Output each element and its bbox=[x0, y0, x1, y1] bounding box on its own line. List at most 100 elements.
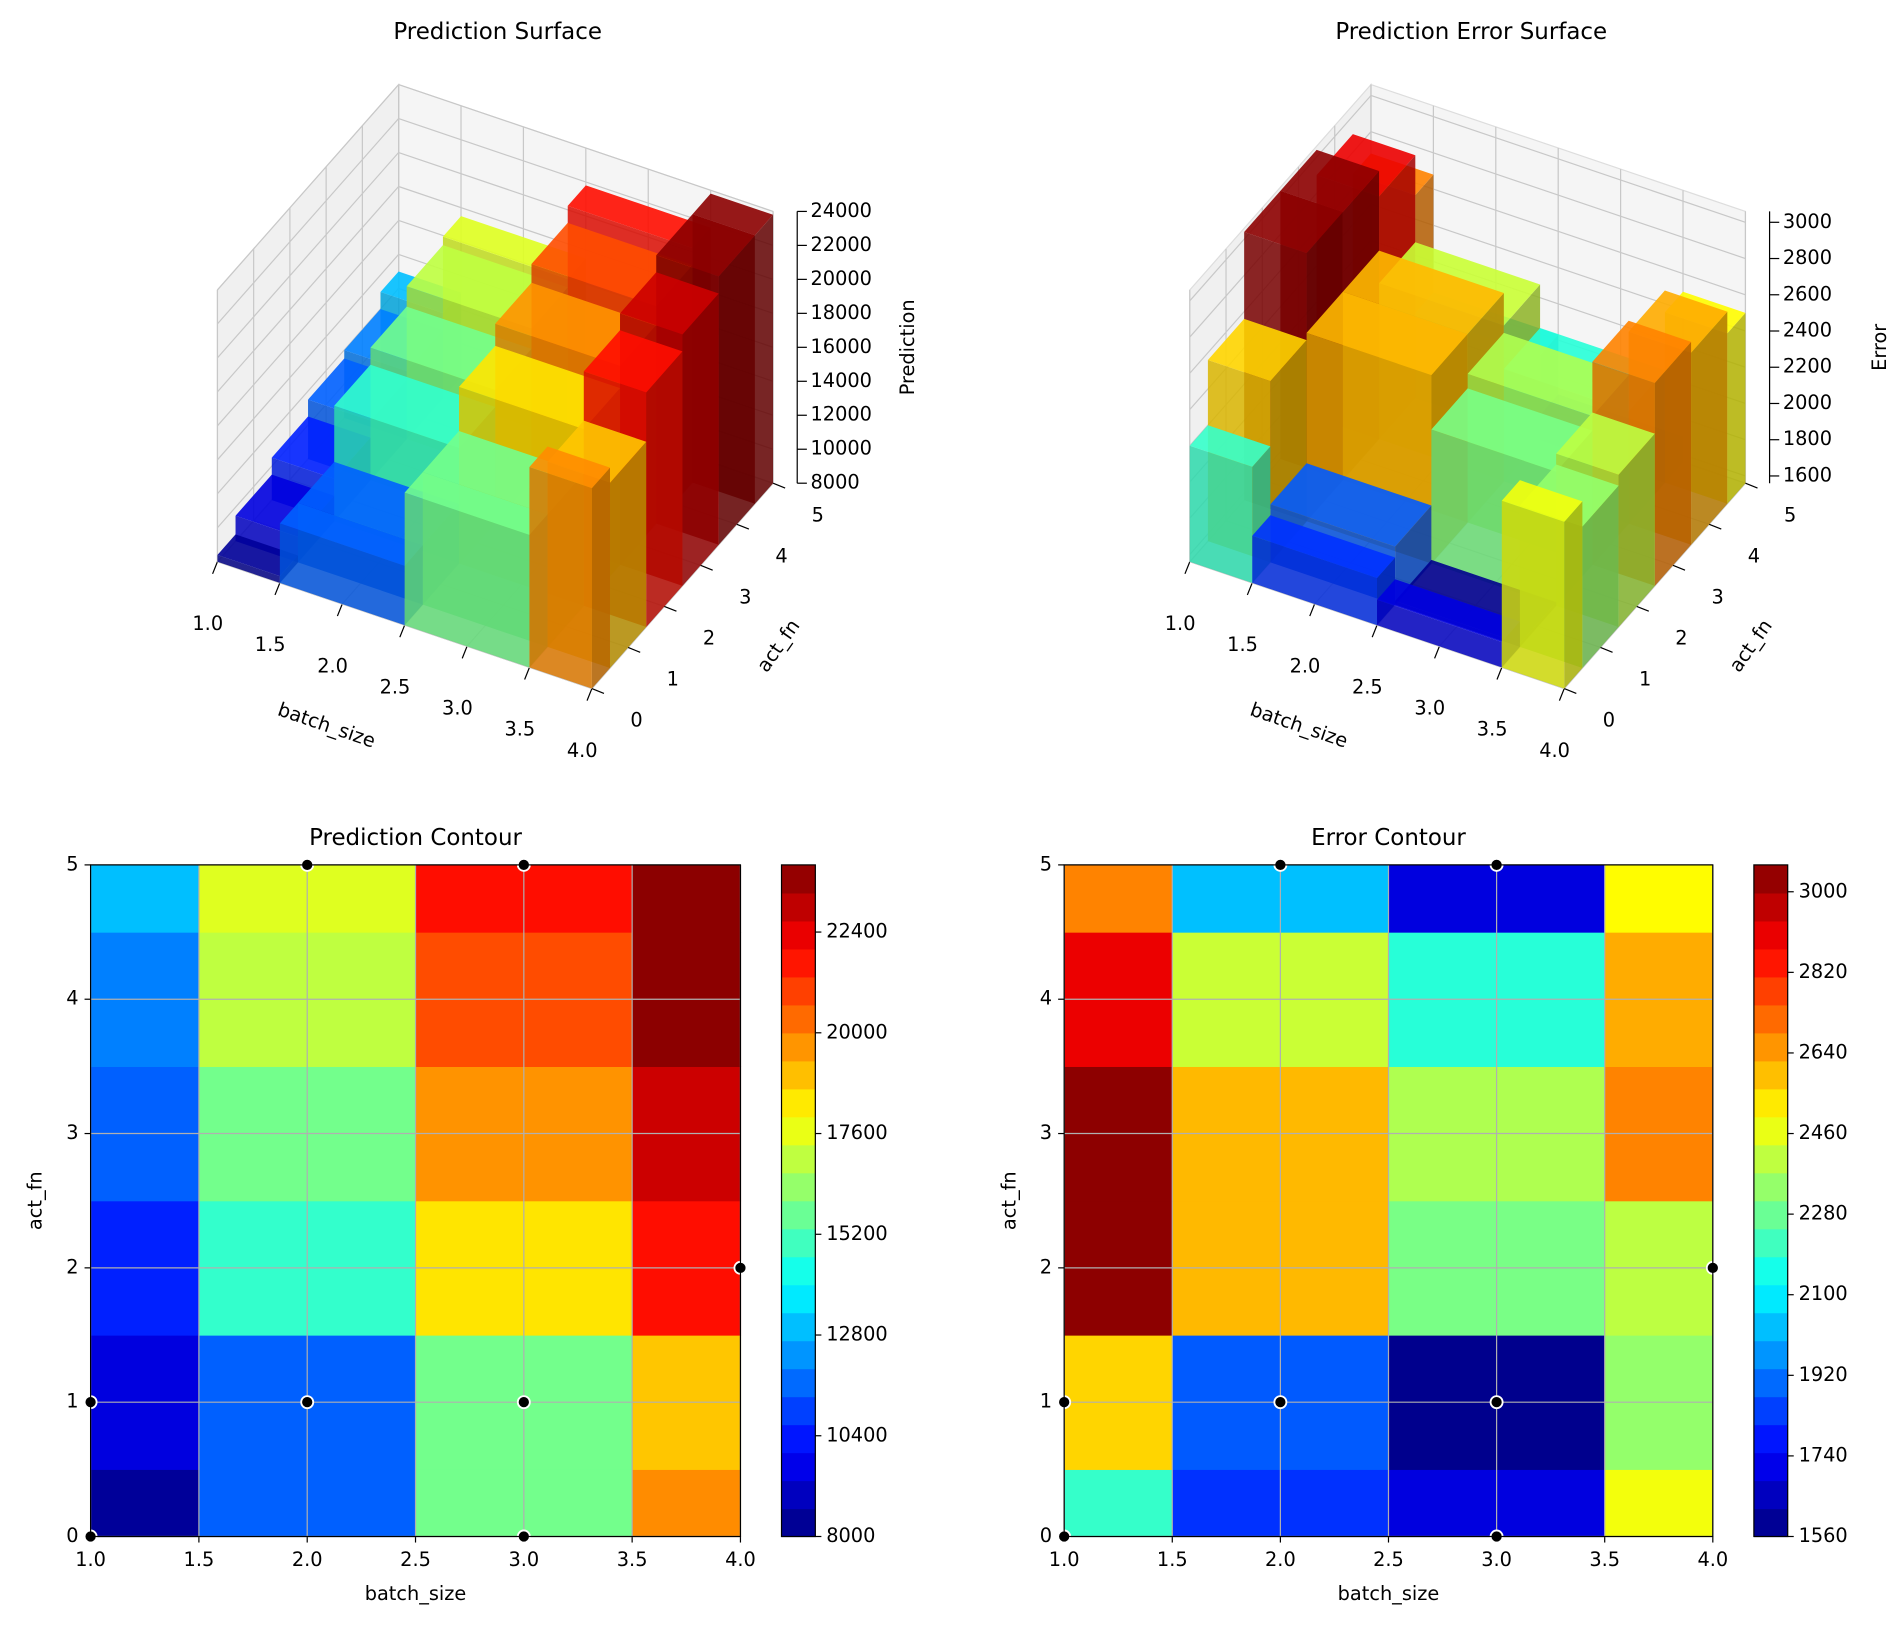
x-tick bbox=[1246, 582, 1253, 596]
y-tick bbox=[1600, 646, 1613, 653]
colorbar-band bbox=[1753, 1312, 1788, 1342]
grid-line bbox=[1370, 94, 1746, 223]
colorbar-band bbox=[781, 1508, 816, 1538]
y-tick-label: 2 bbox=[1675, 627, 1687, 650]
colorbar-tick-label: 15200 bbox=[826, 1222, 887, 1245]
colorbar-tick-label: 1560 bbox=[1799, 1524, 1848, 1547]
x-tick bbox=[1184, 561, 1191, 575]
x-tick-label: 2.0 bbox=[317, 654, 348, 677]
x-axis-label: batch_size bbox=[365, 1582, 467, 1605]
z-tick-label: 2200 bbox=[1783, 355, 1832, 378]
colorbar-band bbox=[781, 1200, 816, 1230]
heatmap-cell bbox=[1064, 1469, 1173, 1538]
x-tick-label: 3.0 bbox=[1481, 1548, 1512, 1571]
colorbar-band bbox=[781, 1032, 816, 1062]
surface-cell bbox=[620, 272, 719, 335]
colorbar-tick-label: 12800 bbox=[826, 1323, 887, 1346]
y-tick-label: 0 bbox=[66, 1524, 78, 1547]
colorbar-band bbox=[1753, 1172, 1788, 1202]
x-tick-label: 2.5 bbox=[380, 675, 411, 698]
colorbar-band bbox=[1753, 1340, 1788, 1370]
surface-front bbox=[279, 523, 405, 626]
x-tick-label: 2.0 bbox=[1290, 654, 1321, 677]
surface-cell bbox=[656, 214, 755, 277]
colorbar-band bbox=[781, 976, 816, 1006]
y-tick-label: 3 bbox=[1711, 585, 1723, 608]
colorbar-band bbox=[1753, 1256, 1788, 1286]
colorbar-tick-label: 2100 bbox=[1799, 1282, 1848, 1305]
surface-cell bbox=[217, 534, 298, 577]
grid-line bbox=[216, 118, 400, 325]
sample-point bbox=[516, 1395, 531, 1410]
y-tick-label: 1 bbox=[1639, 668, 1651, 691]
colorbar-band bbox=[781, 864, 816, 894]
surface-cell bbox=[1207, 318, 1307, 382]
surface-side bbox=[646, 351, 683, 627]
surface-side bbox=[1691, 311, 1728, 545]
x-tick bbox=[1371, 624, 1378, 638]
x-tick bbox=[399, 624, 406, 638]
colorbar-band bbox=[1753, 1452, 1788, 1482]
z-tick-label: 8000 bbox=[811, 471, 860, 494]
subplot-title: Prediction Error Surface bbox=[1335, 19, 1607, 45]
colorbar-band bbox=[781, 1284, 816, 1314]
y-tick-label: 0 bbox=[630, 709, 642, 732]
colorbar-band bbox=[1753, 920, 1788, 950]
surface-cell bbox=[1377, 579, 1520, 643]
z-tick-label: 14000 bbox=[811, 369, 872, 392]
y-tick-label: 3 bbox=[1040, 1121, 1052, 1144]
colorbar-band bbox=[781, 1452, 816, 1482]
z-tick-label: 20000 bbox=[811, 267, 872, 290]
colorbar-band bbox=[781, 1228, 816, 1258]
heatmap-cell bbox=[90, 1469, 200, 1538]
colorbar-band bbox=[781, 1480, 816, 1510]
y-tick bbox=[1708, 523, 1722, 530]
colorbar-tick-label: 1740 bbox=[1799, 1443, 1848, 1466]
surface-front bbox=[529, 467, 592, 689]
colorbar-tick-label: 20000 bbox=[826, 1020, 887, 1043]
grid-line bbox=[216, 84, 400, 291]
surface-side bbox=[1582, 485, 1619, 669]
y-tick-label: 2 bbox=[1040, 1255, 1052, 1278]
surface-cell bbox=[567, 185, 711, 249]
z-tick-label: 12000 bbox=[811, 403, 872, 426]
surface-cell bbox=[692, 193, 774, 236]
z-tick-label: 2800 bbox=[1783, 246, 1832, 269]
surface-front bbox=[217, 554, 280, 583]
surface-cell bbox=[1556, 412, 1655, 475]
colorbar-band bbox=[781, 1312, 816, 1342]
y-tick-label: 4 bbox=[775, 544, 787, 567]
x-tick-label: 4.0 bbox=[725, 1548, 756, 1571]
y-tick bbox=[772, 482, 786, 489]
surface-cell bbox=[1252, 515, 1396, 579]
y-tick bbox=[1636, 605, 1650, 612]
x-axis-label: batch_size bbox=[275, 698, 379, 753]
colorbar-frame bbox=[780, 864, 816, 1538]
colorbar-tick-label: 3000 bbox=[1799, 879, 1848, 902]
y-tick-label: 5 bbox=[812, 503, 824, 526]
surface-cell bbox=[1431, 388, 1593, 472]
z-tick-label: 2000 bbox=[1783, 391, 1832, 414]
y-tick bbox=[664, 605, 677, 612]
z-tick-label: 24000 bbox=[811, 199, 872, 222]
x-tick-label: 2.5 bbox=[400, 1548, 431, 1571]
colorbar-band bbox=[1753, 1116, 1788, 1146]
colorbar-tick-label: 1920 bbox=[1799, 1363, 1848, 1386]
colorbar-band bbox=[1753, 1228, 1788, 1258]
heatmap-cell bbox=[1604, 864, 1714, 933]
z-tick-label: 2600 bbox=[1783, 282, 1832, 305]
y-tick bbox=[1564, 687, 1577, 694]
surface-cell bbox=[529, 446, 610, 489]
x-tick-label: 1.5 bbox=[184, 1548, 215, 1571]
x-tick bbox=[274, 582, 281, 596]
surface-front bbox=[1501, 500, 1565, 689]
heatmap-cell bbox=[1064, 864, 1173, 933]
x-tick-label: 3.5 bbox=[1589, 1548, 1620, 1571]
y-tick-label: 5 bbox=[66, 852, 78, 875]
x-tick-label: 2.5 bbox=[1352, 675, 1383, 698]
colorbar-band bbox=[1753, 1088, 1788, 1118]
subplot-title: Error Contour bbox=[1311, 825, 1466, 851]
colorbar-band bbox=[781, 1368, 816, 1398]
y-axis-label: act_fn bbox=[752, 615, 805, 676]
